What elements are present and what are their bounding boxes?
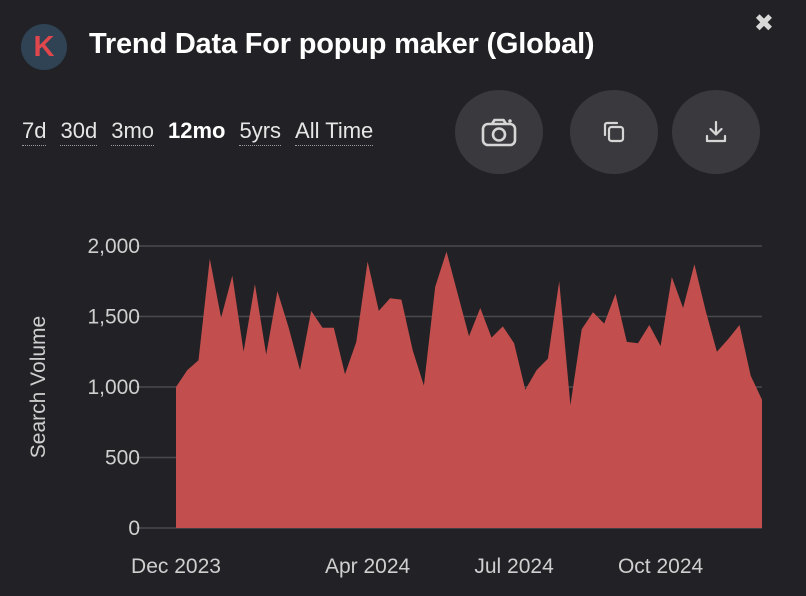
brand-logo: K [21,24,67,70]
y-tick-label: 1,000 [87,376,140,399]
x-tick-label: Jul 2024 [474,555,554,578]
x-tick-label: Oct 2024 [618,555,704,578]
y-tick-label: 0 [128,517,140,540]
download-icon [705,120,727,143]
copy-icon [603,121,625,143]
x-tick-label: Apr 2024 [325,555,411,578]
range-12mo[interactable]: 12mo [168,118,226,143]
range-5yrs[interactable]: 5yrs [239,118,282,147]
download-button[interactable] [672,90,760,174]
copy-button[interactable] [570,90,658,174]
time-range-selector: 7d 30d 3mo 12mo 5yrs All Time [22,118,374,147]
range-7d[interactable]: 7d [22,118,47,147]
close-icon[interactable]: ✖ [753,10,774,37]
y-axis-label: Search Volume [27,316,50,458]
range-all-time[interactable]: All Time [295,118,374,147]
y-tick-label: 1,500 [87,306,140,329]
area-series [176,251,762,528]
page-title: Trend Data For popup maker (Global) [89,28,595,60]
range-3mo[interactable]: 3mo [111,118,154,147]
screenshot-button[interactable] [455,90,543,174]
camera-icon [481,118,517,147]
y-tick-label: 2,000 [87,235,140,258]
y-tick-label: 500 [105,447,140,470]
x-tick-label: Dec 2023 [131,555,221,578]
logo-letter: K [33,30,55,63]
range-30d[interactable]: 30d [60,118,98,147]
